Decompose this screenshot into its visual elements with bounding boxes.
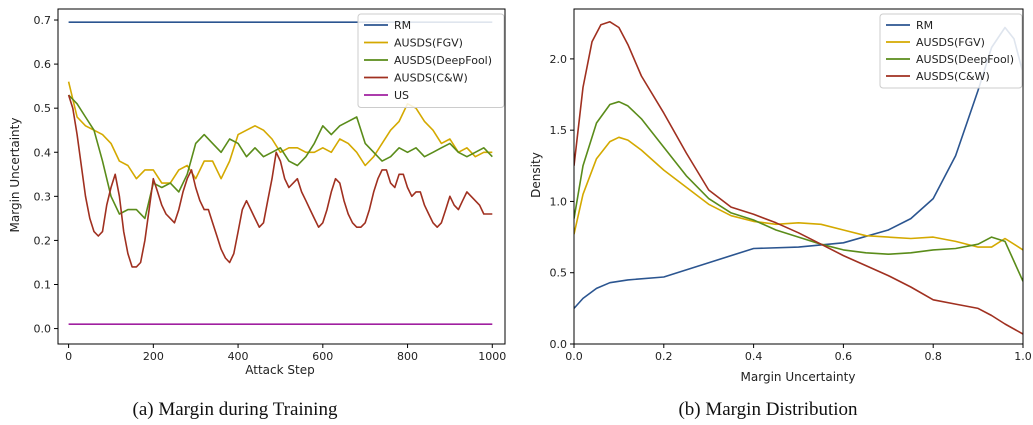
y-tick-label: 0.5 (34, 102, 52, 115)
legend-label-ausds-deepfool: AUSDS(DeepFool) (916, 53, 1014, 66)
ticks-b: 0.0 0.2 0.4 0.6 0.8 1.0 0.0 0.5 1.0 1.5 2.0 (550, 53, 1032, 363)
y-tick-label: 0.0 (34, 323, 52, 336)
legend-box (879, 13, 1023, 89)
legend-label-rm: RM (916, 19, 933, 32)
y-axis-label-b: Density (529, 152, 543, 198)
y-tick-label: 0.6 (34, 58, 52, 71)
y-tick-label: 2.0 (550, 53, 568, 66)
x-tick-label: 200 (143, 350, 164, 363)
x-axis-label-b: Margin Uncertainty (741, 370, 856, 384)
x-tick-label: 400 (228, 350, 249, 363)
y-tick-label: 1.5 (550, 124, 568, 137)
legend-label-us: US (394, 89, 409, 102)
x-tick-label: 1000 (478, 350, 506, 363)
y-tick-label: 0.7 (34, 14, 52, 27)
y-tick-label: 0.2 (34, 234, 52, 247)
series-line-ausds-deepfool (574, 100, 1023, 282)
x-tick-label: 0.2 (655, 350, 673, 363)
x-tick-label: 0.0 (565, 350, 583, 363)
axes-frame-b (573, 8, 1024, 345)
y-tick-label: 0.5 (550, 267, 568, 280)
x-tick-label: 0.8 (924, 350, 942, 363)
caption-b: (b) Margin Distribution (678, 399, 858, 420)
y-tick-label: 0.4 (34, 146, 52, 159)
legend-label-ausds-deepfool: AUSDS(DeepFool) (394, 54, 492, 67)
y-axis-label-a: Margin Uncertainty (8, 118, 22, 233)
caption-a: (a) Margin during Training (133, 399, 338, 420)
y-tick-label: 0.3 (34, 190, 52, 203)
y-tick-label: 0.1 (34, 278, 52, 291)
ticks-a: 0 200 400 600 800 1000 0.0 0.1 0.2 0.3 0.4 0.5 0.6 0.… (34, 14, 507, 363)
series-line-ausds-fgv (67, 81, 493, 184)
series-line-ausds-deepfool (68, 94, 493, 220)
x-tick-label: 0 (65, 350, 72, 363)
series-line-ausds-c-w (574, 21, 1023, 335)
legend-a: RM AUSDS(FGV) AUSDS(DeepFool) AUSDS(C&W) US (357, 13, 505, 108)
legend-label-ausds-fgv: AUSDS(FGV) (916, 36, 985, 49)
y-tick-label: 1.0 (550, 195, 568, 208)
legend-label-ausds-c-w: AUSDS(C&W) (916, 70, 990, 83)
legend-box (357, 13, 505, 108)
legend-label-ausds-c-w: AUSDS(C&W) (394, 72, 468, 85)
series-line-ausds-fgv (574, 136, 1023, 251)
x-tick-label: 0.6 (835, 350, 853, 363)
y-tick-label: 0.0 (550, 338, 568, 351)
legend-b: RM AUSDS(FGV) AUSDS(DeepFool) AUSDS(C&W) (879, 13, 1023, 89)
chart-margin-distribution: 0.0 0.2 0.4 0.6 0.8 1.0 0.0 0.5 1.0 1.5 2.0 Margin… (529, 8, 1032, 420)
legend-label-rm: RM (394, 19, 411, 32)
x-axis-label-a: Attack Step (245, 363, 314, 377)
axes-frame-a (57, 8, 506, 345)
x-tick-label: 800 (397, 350, 418, 363)
x-tick-label: 600 (312, 350, 333, 363)
series-line-ausds-c-w (67, 94, 493, 268)
x-tick-label: 1.0 (1014, 350, 1032, 363)
legend-label-ausds-fgv: AUSDS(FGV) (394, 37, 463, 50)
x-tick-label: 0.4 (745, 350, 763, 363)
chart-margin-during-training: 0 200 400 600 800 1000 0.0 0.1 0.2 0.3 0.4 0.5 0.6 0.… (8, 8, 507, 420)
